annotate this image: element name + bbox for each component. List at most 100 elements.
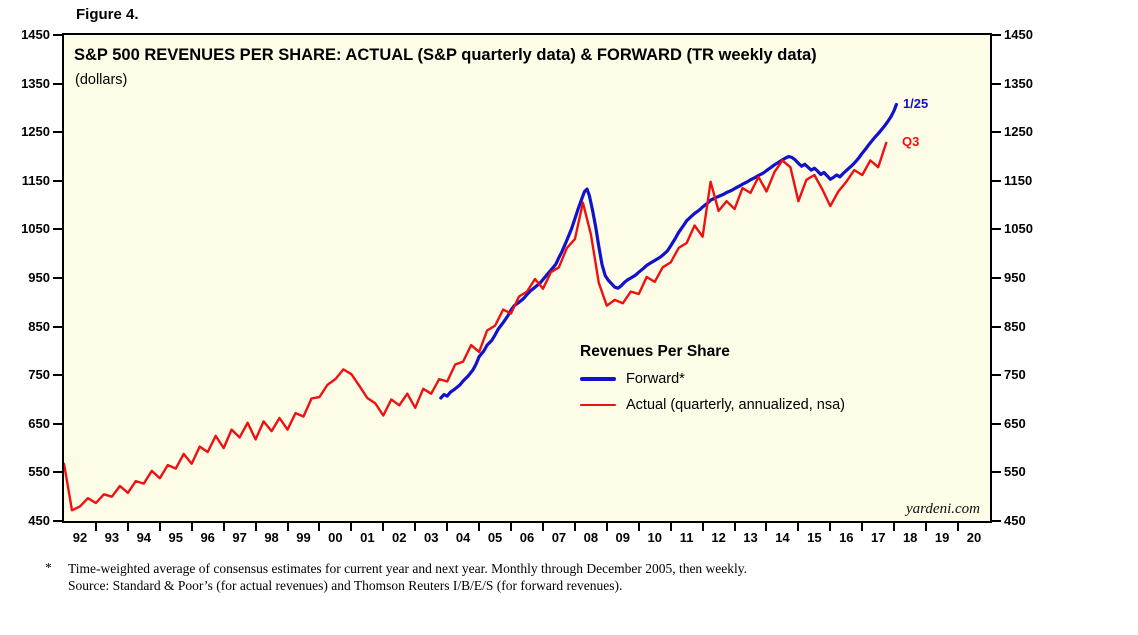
axis-tick bbox=[992, 277, 1001, 279]
y-axis-label: 450 bbox=[28, 513, 50, 528]
x-axis-label: 14 bbox=[775, 530, 790, 545]
axis-tick bbox=[829, 522, 832, 531]
x-axis-label: 95 bbox=[168, 530, 183, 545]
axis-tick bbox=[53, 471, 62, 474]
x-axis-label: 12 bbox=[711, 530, 726, 545]
axis-tick bbox=[158, 522, 161, 531]
axis-tick bbox=[992, 374, 1001, 377]
chart-title: S&P 500 REVENUES PER SHARE: ACTUAL (S&P … bbox=[74, 46, 817, 64]
forward-line-swatch bbox=[580, 377, 616, 381]
axis-tick bbox=[53, 228, 62, 231]
axis-tick bbox=[992, 471, 1001, 474]
axis-tick bbox=[733, 522, 736, 531]
axis-tick bbox=[318, 522, 321, 531]
footnote: * Time-weighted average of consensus est… bbox=[45, 560, 747, 594]
axis-tick bbox=[446, 522, 449, 531]
axis-tick bbox=[53, 325, 62, 328]
axis-tick bbox=[992, 179, 1001, 182]
axis-tick bbox=[53, 179, 62, 182]
x-axis-label: 07 bbox=[551, 530, 567, 545]
y-axis-label: 1350 bbox=[1004, 75, 1033, 91]
x-axis-label: 99 bbox=[296, 530, 311, 545]
y-axis-label: 950 bbox=[28, 270, 50, 285]
axis-tick bbox=[414, 522, 417, 531]
x-axis-label: 00 bbox=[328, 530, 343, 545]
x-axis-label: 17 bbox=[871, 530, 886, 545]
y-axis-label: 1250 bbox=[21, 124, 50, 140]
y-axis-label: 1150 bbox=[21, 172, 50, 188]
x-axis-label: 01 bbox=[360, 530, 375, 545]
axis-tick bbox=[992, 325, 1001, 328]
axis-tick bbox=[637, 522, 640, 531]
x-axis-label: 09 bbox=[615, 530, 631, 545]
y-axis-label: 1050 bbox=[1004, 221, 1033, 237]
x-axis-label: 18 bbox=[902, 530, 918, 545]
axis-tick bbox=[53, 374, 62, 377]
x-axis-label: 03 bbox=[423, 530, 439, 545]
y-axis-label: 650 bbox=[28, 415, 50, 431]
x-axis-label: 98 bbox=[264, 530, 279, 545]
axis-tick bbox=[94, 522, 97, 531]
y-axis-label: 750 bbox=[1004, 367, 1026, 383]
axis-tick bbox=[53, 82, 62, 85]
footnote-line2: Source: Standard & Poor’s (for actual re… bbox=[68, 578, 623, 593]
legend-item-forward: Forward* bbox=[580, 371, 845, 387]
axis-tick bbox=[861, 522, 864, 531]
x-axis-label: 04 bbox=[455, 530, 471, 545]
axis-tick bbox=[605, 522, 608, 531]
axis-tick bbox=[992, 422, 1001, 425]
axis-tick bbox=[541, 522, 544, 531]
axis-tick bbox=[957, 522, 960, 531]
x-axis-label: 02 bbox=[392, 530, 407, 545]
axis-tick bbox=[53, 277, 62, 279]
axis-tick bbox=[510, 522, 513, 531]
axis-tick bbox=[669, 522, 672, 531]
x-axis-label: 94 bbox=[136, 530, 152, 545]
y-axis-label: 1450 bbox=[21, 27, 50, 42]
y-axis-label: 550 bbox=[1004, 464, 1026, 480]
y-axis-label: 650 bbox=[1004, 415, 1026, 431]
x-axis-label: 92 bbox=[72, 530, 88, 545]
axis-tick bbox=[765, 522, 768, 531]
axis-tick bbox=[190, 522, 193, 531]
axis-tick bbox=[925, 522, 928, 531]
x-axis-label: 08 bbox=[583, 530, 599, 545]
y-axis-label: 1050 bbox=[21, 221, 50, 237]
footnote-text: Time-weighted average of consensus estim… bbox=[68, 560, 747, 594]
legend-label-forward: Forward* bbox=[626, 371, 685, 387]
axis-tick bbox=[53, 131, 62, 134]
axis-tick bbox=[53, 422, 62, 425]
axis-tick bbox=[701, 522, 704, 531]
y-axis-label: 1450 bbox=[1004, 27, 1033, 42]
y-axis-label: 1250 bbox=[1004, 124, 1033, 140]
x-axis-label: 20 bbox=[966, 530, 982, 545]
axis-tick bbox=[992, 228, 1001, 231]
x-axis-label: 19 bbox=[934, 530, 950, 545]
y-axis-label: 850 bbox=[28, 318, 50, 334]
axis-tick bbox=[797, 522, 800, 531]
axis-tick bbox=[53, 34, 62, 36]
actual-line-swatch bbox=[580, 403, 616, 407]
axis-tick bbox=[254, 522, 257, 531]
figure-label: Figure 4. bbox=[76, 6, 139, 23]
axis-tick bbox=[382, 522, 385, 531]
y-axis-label: 850 bbox=[1004, 318, 1026, 334]
series-end-label: 1/25 bbox=[902, 96, 929, 111]
x-axis-label: 13 bbox=[743, 530, 758, 545]
x-axis-label: 05 bbox=[487, 530, 503, 545]
axis-tick bbox=[992, 131, 1001, 134]
series-end-label: Q3 bbox=[901, 133, 920, 149]
x-axis-label: 96 bbox=[200, 530, 215, 545]
x-axis-label: 97 bbox=[232, 530, 247, 545]
x-axis-label: 11 bbox=[679, 530, 694, 545]
y-axis-label: 550 bbox=[28, 464, 50, 480]
watermark: yardeni.com bbox=[905, 501, 980, 517]
axis-tick bbox=[992, 520, 1001, 522]
axis-tick bbox=[286, 522, 289, 531]
y-axis-label: 750 bbox=[28, 367, 50, 383]
axis-tick bbox=[992, 82, 1001, 85]
axis-tick bbox=[222, 522, 225, 531]
x-axis-label: 16 bbox=[839, 530, 854, 545]
axis-tick bbox=[573, 522, 576, 531]
